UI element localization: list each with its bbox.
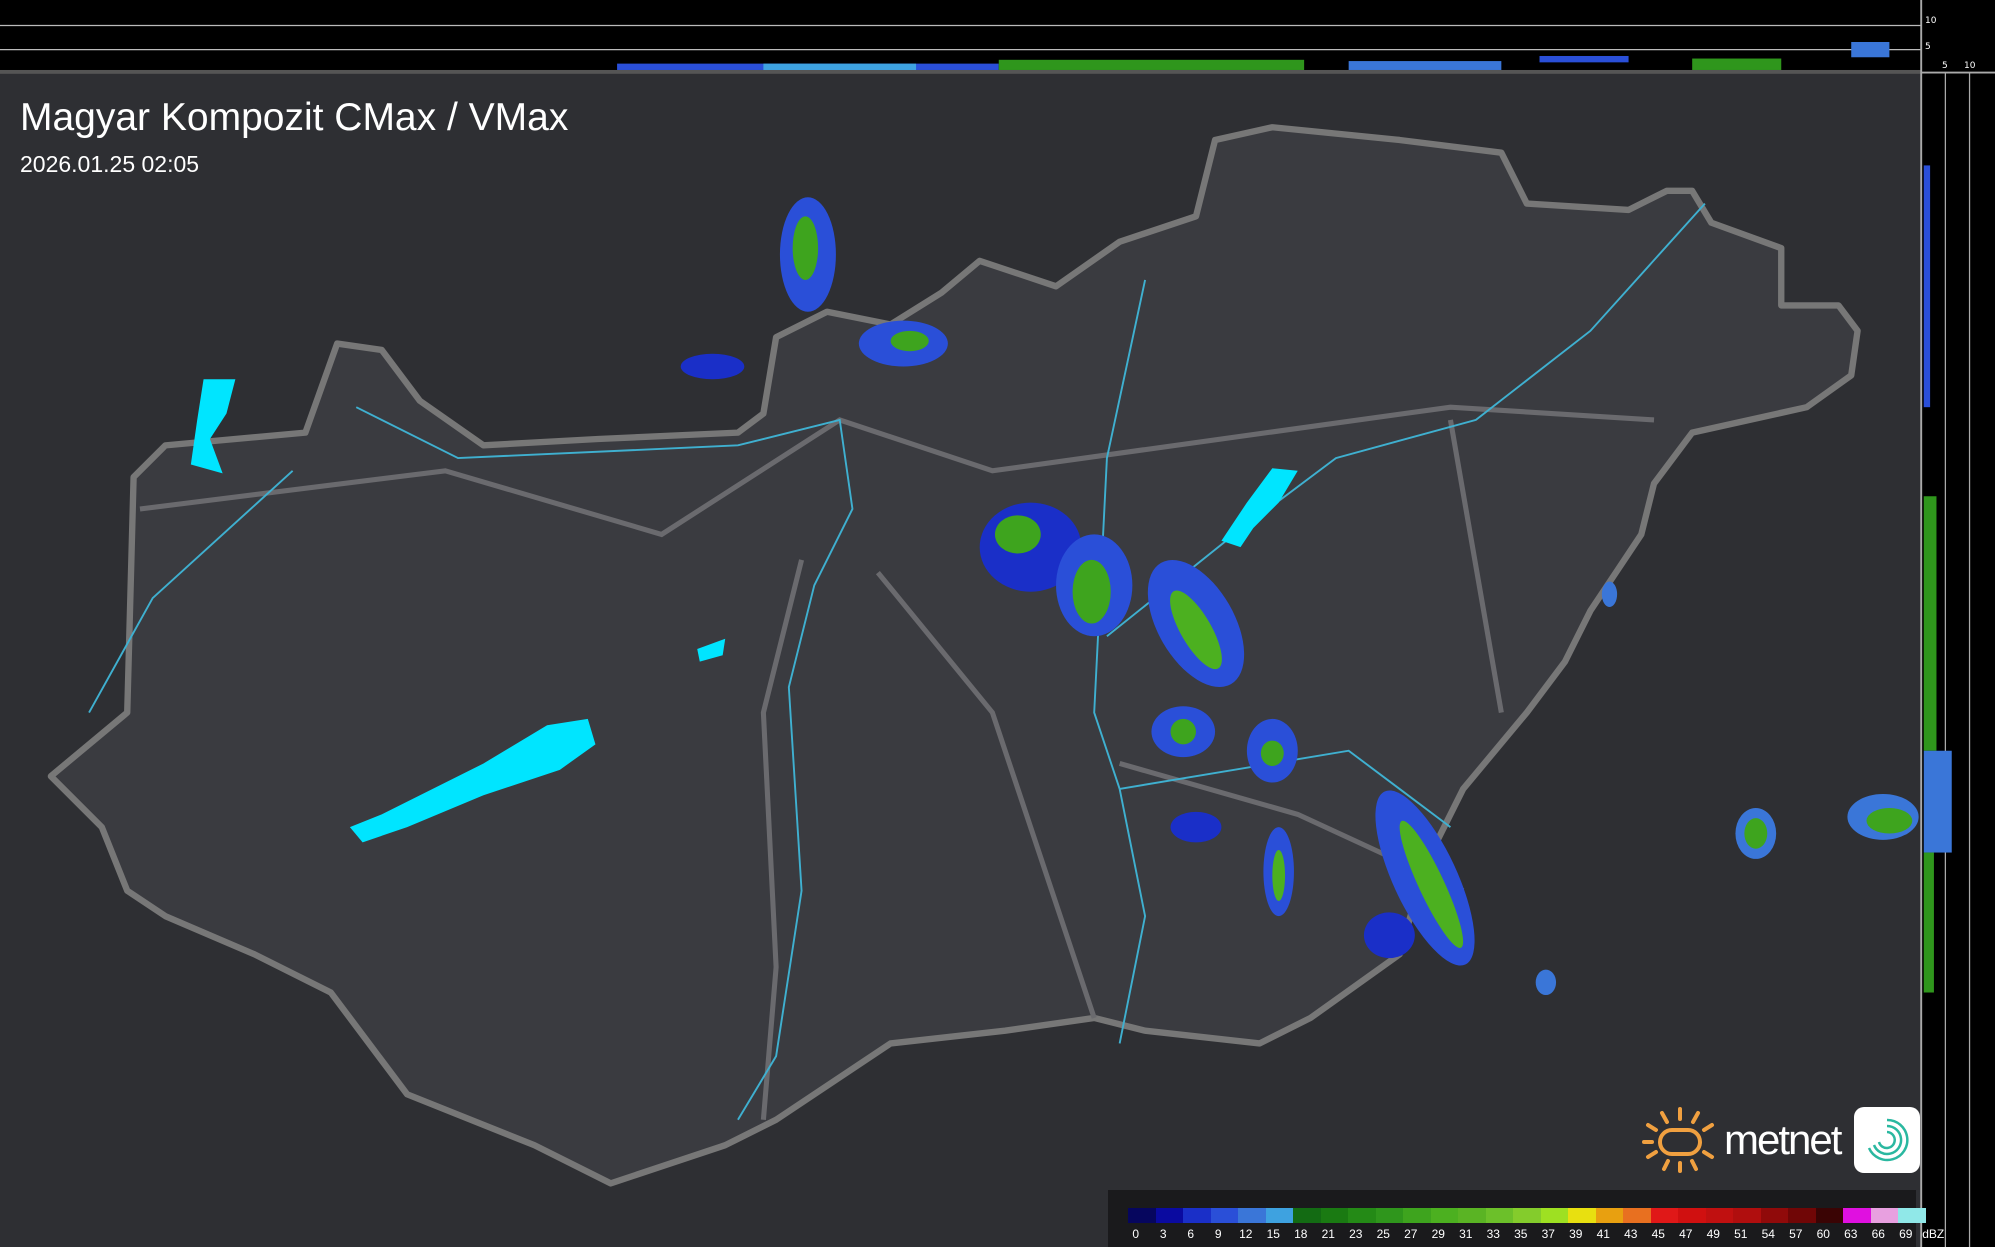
legend-label: 23 xyxy=(1349,1227,1363,1241)
legend-swatch xyxy=(1128,1208,1156,1223)
legend-swatch xyxy=(1705,1208,1733,1223)
legend-label: 43 xyxy=(1624,1227,1638,1241)
legend-swatch xyxy=(1733,1208,1761,1223)
legend-swatch xyxy=(1210,1208,1238,1223)
legend-label: 35 xyxy=(1514,1227,1528,1241)
legend-swatch xyxy=(1513,1208,1541,1223)
legend-swatch xyxy=(1650,1208,1678,1223)
legend-swatch xyxy=(1485,1208,1513,1223)
legend-label: 37 xyxy=(1541,1227,1555,1241)
legend-swatch xyxy=(1183,1208,1211,1223)
legend-label: 15 xyxy=(1266,1227,1280,1241)
profile-tick-label: 5 xyxy=(1942,61,1948,71)
legend-label: 25 xyxy=(1376,1227,1390,1241)
lakes xyxy=(190,379,1298,843)
legend-swatch xyxy=(1815,1208,1843,1223)
legend-label: 3 xyxy=(1159,1227,1167,1241)
legend-swatch xyxy=(1595,1208,1623,1223)
legend-label: 29 xyxy=(1431,1227,1445,1241)
legend-label: 45 xyxy=(1651,1227,1665,1241)
legend-label: 12 xyxy=(1239,1227,1253,1241)
radar-echoes xyxy=(680,197,1919,996)
legend-label: 60 xyxy=(1816,1227,1830,1241)
legend-label: 51 xyxy=(1734,1227,1748,1241)
legend-label: 18 xyxy=(1294,1227,1308,1241)
map-title: Magyar Kompozit CMax / VMax xyxy=(20,96,569,139)
legend-label: 39 xyxy=(1569,1227,1583,1241)
legend-label: 54 xyxy=(1761,1227,1775,1241)
legend-swatch xyxy=(1458,1208,1486,1223)
legend-swatch xyxy=(1320,1208,1348,1223)
legend-swatch xyxy=(1623,1208,1651,1223)
legend-swatch xyxy=(1238,1208,1266,1223)
legend-label: 27 xyxy=(1404,1227,1418,1241)
legend-unit: dBZ xyxy=(1922,1227,1945,1241)
legend-swatch xyxy=(1375,1208,1403,1223)
legend-labels: 0 3 6 9 12 15 18 21 23 25 27 29 31 33 35 37 39 41 43 45 47 49… xyxy=(1122,1227,1947,1241)
profile-tick-label: 10 xyxy=(1925,16,1937,26)
legend-swatches xyxy=(1128,1208,1926,1223)
legend-swatch xyxy=(1788,1208,1816,1223)
legend-label: 9 xyxy=(1214,1227,1222,1241)
legend-swatch xyxy=(1760,1208,1788,1223)
legend-label: 21 xyxy=(1321,1227,1335,1241)
legend-swatch xyxy=(1155,1208,1183,1223)
legend-label: 49 xyxy=(1706,1227,1720,1241)
lake-tisza xyxy=(1221,468,1298,548)
legend-swatch xyxy=(1348,1208,1376,1223)
legend-swatch xyxy=(1678,1208,1706,1223)
lake-velence xyxy=(697,638,726,662)
rivers xyxy=(88,202,1706,1121)
map-timestamp: 2026.01.25 02:05 xyxy=(20,151,200,177)
legend-label: 41 xyxy=(1596,1227,1610,1241)
legend-swatch xyxy=(1265,1208,1293,1223)
logo-text: metnet xyxy=(1724,1116,1842,1163)
top-profile-panel xyxy=(0,0,1922,73)
legend-swatch xyxy=(1568,1208,1596,1223)
legend-label: 69 xyxy=(1899,1227,1913,1241)
metnet-app-icon xyxy=(1854,1107,1921,1173)
profile-tick-label: 10 xyxy=(1964,61,1976,71)
dbz-color-legend: 0 3 6 9 12 15 18 21 23 25 27 29 31 33 35 37 39 41 43 45 47 49… xyxy=(1108,1190,1944,1247)
sun-icon xyxy=(1642,1107,1714,1173)
metnet-logo: metnet xyxy=(1640,1105,1921,1175)
legend-swatch xyxy=(1870,1208,1898,1223)
side-profile-echoes xyxy=(1923,165,1952,993)
profile-tick-label: 5 xyxy=(1925,42,1931,52)
profile-baseline xyxy=(0,69,1922,74)
legend-swatch xyxy=(1293,1208,1321,1223)
legend-label: 0 xyxy=(1132,1227,1140,1241)
legend-label: 63 xyxy=(1844,1227,1858,1241)
legend-swatch xyxy=(1430,1208,1458,1223)
lake-balaton xyxy=(349,718,596,843)
legend-label: 66 xyxy=(1871,1227,1885,1241)
legend-swatch xyxy=(1843,1208,1871,1223)
legend-label: 33 xyxy=(1486,1227,1500,1241)
lake-neusiedl xyxy=(190,379,236,474)
legend-label: 47 xyxy=(1679,1227,1693,1241)
legend-swatch xyxy=(1898,1208,1926,1223)
top-profile-echoes xyxy=(617,41,1890,70)
legend-swatch xyxy=(1403,1208,1431,1223)
legend-swatch xyxy=(1540,1208,1568,1223)
legend-label: 6 xyxy=(1187,1227,1195,1241)
legend-label: 57 xyxy=(1789,1227,1803,1241)
legend-label: 31 xyxy=(1459,1227,1473,1241)
